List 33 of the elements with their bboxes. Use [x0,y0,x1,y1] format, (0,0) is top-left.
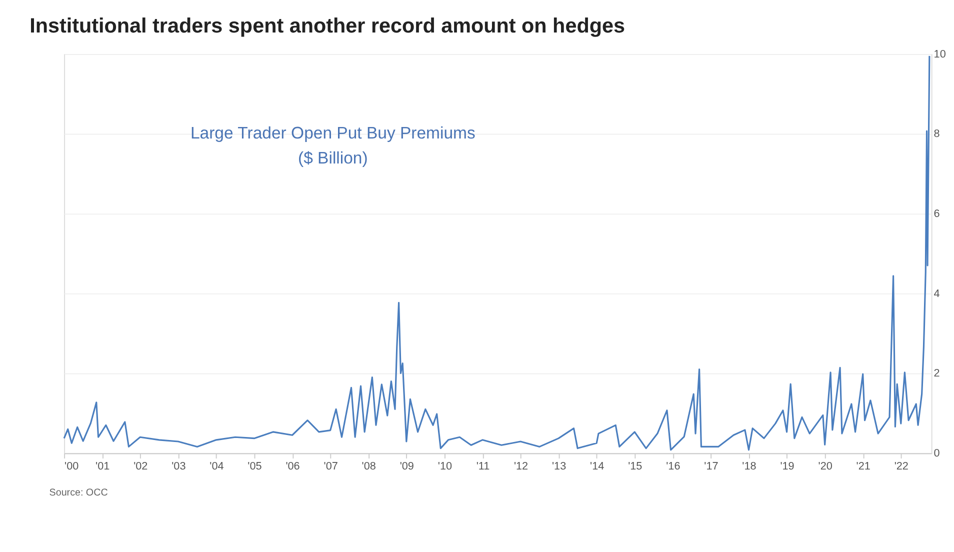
x-tick-label: '09 [400,460,414,472]
line-series [63,55,930,451]
x-tick-label: '20 [818,460,832,472]
y-tick-label: 6 [934,208,940,220]
x-tick-label: '18 [742,460,756,472]
x-tick-label: '01 [96,460,110,472]
x-tick-label: '03 [172,460,186,472]
annotation: Large Trader Open Put Buy Premiums ($ Billion) [190,124,476,168]
x-tick-label: '00 [64,460,79,472]
x-tick-label: '11 [476,460,490,472]
x-tick-label: '12 [514,460,528,472]
y-tick-label: 8 [934,128,940,140]
x-tick-label: '05 [248,460,262,472]
x-tick-label: '08 [362,460,376,472]
y-tick-label: 10 [934,48,946,60]
y-tick-label: 4 [934,288,940,300]
x-tick-label: '04 [210,460,224,472]
x-tick-label: '07 [324,460,338,472]
x-tick-label: '13 [552,460,566,472]
x-tick-label: '06 [286,460,300,472]
x-tick-label: '17 [704,460,718,472]
chart-title: Institutional traders spent another record amount on hedges [30,14,625,38]
y-tick-label: 2 [934,368,940,380]
x-tick-label: '19 [780,460,794,472]
x-tick-label: '14 [590,460,604,472]
x-tick-label: '10 [438,460,452,472]
x-tick-label: '02 [134,460,148,472]
y-tick-label: 0 [934,448,940,460]
x-tick-label: '16 [666,460,680,472]
source-note: Source: OCC [49,487,108,498]
x-tick-label: '21 [856,460,870,472]
x-tick-label: '22 [894,460,908,472]
x-tick-label: '15 [628,460,642,472]
